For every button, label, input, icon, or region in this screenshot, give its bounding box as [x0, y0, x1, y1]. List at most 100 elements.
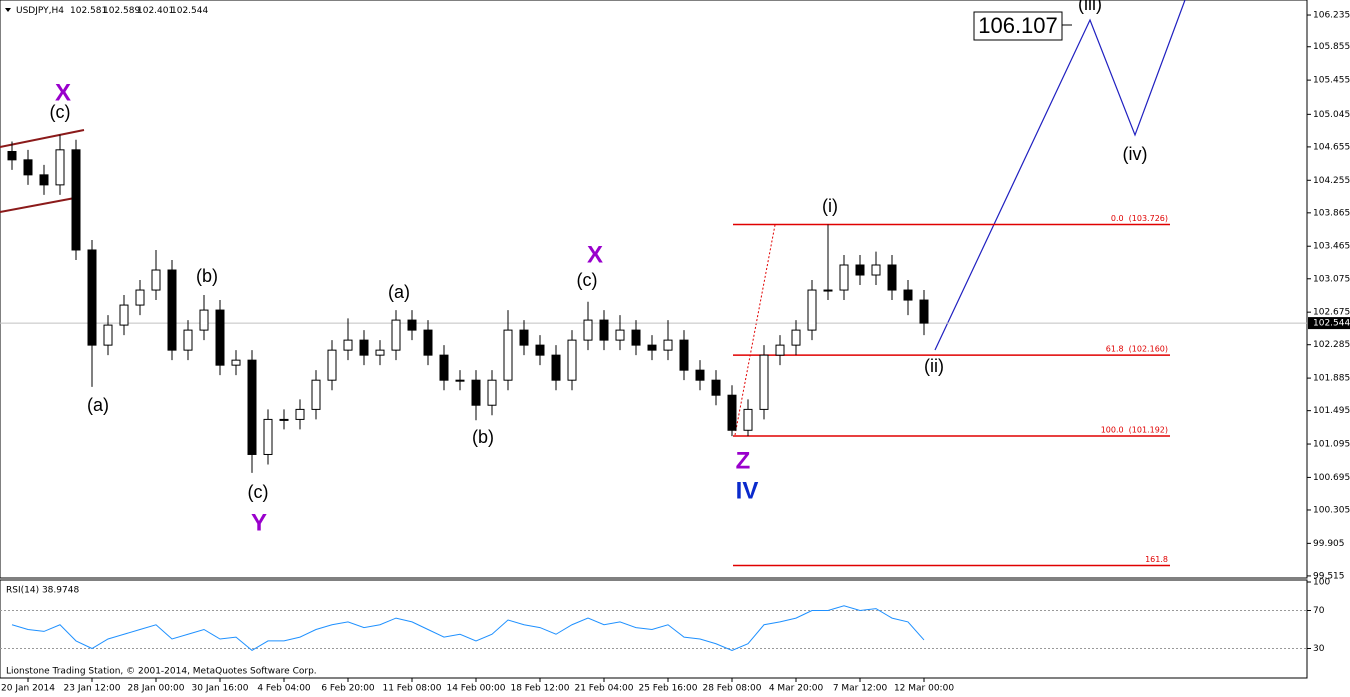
candle-body [391, 319, 401, 351]
y-tick-label: 102.285 [1313, 340, 1350, 350]
x-tick-label: 18 Feb 12:00 [510, 684, 569, 694]
y-tick-label: 106.235 [1313, 11, 1350, 21]
wave-label: (b) [196, 266, 218, 286]
wave-label: (ii) [924, 356, 944, 376]
candle-body [711, 379, 721, 396]
candle-body [455, 379, 465, 382]
rsi-title: RSI(14) 38.9748 [6, 586, 79, 596]
channel-line [0, 196, 81, 213]
x-tick-label: 30 Jan 16:00 [192, 684, 249, 694]
candle-body [199, 309, 209, 331]
x-tick-label: 28 Jan 00:00 [128, 684, 185, 694]
wave-label: (iii) [1078, 0, 1102, 14]
y-tick-label: 103.075 [1313, 274, 1350, 284]
candle-body [55, 149, 65, 186]
projection-line [934, 0, 1186, 351]
candle-body [727, 394, 737, 431]
fib-label: 61.8 (102.160) [1106, 345, 1168, 354]
candle-body [535, 344, 545, 356]
candle-body [807, 289, 817, 331]
candle-body [327, 349, 337, 381]
y-tick-label: 103.465 [1313, 242, 1350, 252]
candle-body [119, 304, 129, 326]
candle-body [39, 174, 49, 186]
target-box [973, 11, 1063, 41]
wave-label: (i) [822, 196, 838, 216]
wave-label: (c) [50, 102, 71, 122]
candle-body [151, 269, 161, 291]
candle-body [775, 344, 785, 356]
y-tick-label: 100.305 [1313, 505, 1350, 515]
candle-body [343, 339, 353, 351]
candle-body [439, 354, 449, 381]
candle-body [519, 329, 529, 346]
candle-body [471, 379, 481, 406]
y-tick-label: 105.455 [1313, 76, 1350, 86]
y-tick-label: 102.675 [1313, 308, 1350, 318]
candle-body [71, 149, 81, 251]
wave-label: Y [251, 509, 267, 536]
y-tick-label: 104.255 [1313, 176, 1350, 186]
candle-body [631, 329, 641, 346]
y-tick-label: 105.855 [1313, 42, 1350, 52]
y-tick-label: 101.885 [1313, 374, 1350, 384]
candle-body [263, 418, 273, 455]
rsi-line [11, 605, 925, 652]
candle-body [855, 264, 865, 276]
candle-body [647, 344, 657, 351]
last-price-label: 102.544 [1313, 319, 1350, 329]
candle-body [679, 339, 689, 371]
candle-body [695, 369, 705, 381]
y-tick-label: 70 [1313, 606, 1325, 616]
wave-label: (a) [388, 282, 410, 302]
candle-body [231, 359, 241, 366]
candle-body [7, 150, 17, 161]
x-tick-label: 7 Mar 12:00 [833, 684, 888, 694]
candle-body [311, 379, 321, 410]
x-tick-label: 4 Feb 04:00 [257, 684, 311, 694]
candle-body [87, 249, 97, 346]
wave-label: (c) [248, 482, 269, 502]
wave-label: (a) [87, 395, 109, 415]
candle-body [599, 319, 609, 341]
wave-label: (b) [472, 427, 494, 447]
x-tick-label: 6 Feb 20:00 [321, 684, 375, 694]
x-tick-label: 11 Feb 08:00 [382, 684, 441, 694]
candle-body [567, 339, 577, 381]
y-tick-label: 30 [1313, 644, 1325, 654]
wave-label: X [55, 79, 71, 106]
last-price-box [1308, 317, 1350, 330]
y-tick-label: 105.045 [1313, 110, 1350, 120]
wave-label: (c) [577, 270, 598, 290]
footer: Lionstone Trading Station, © 2001-2014, … [6, 667, 317, 677]
candle-body [823, 289, 833, 292]
x-tick-label: 28 Feb 08:00 [702, 684, 761, 694]
y-tick-label: 99.905 [1313, 539, 1345, 549]
x-tick-label: 4 Mar 20:00 [769, 684, 824, 694]
candle-body [919, 299, 929, 324]
candle-body [759, 354, 769, 410]
candle-body [247, 359, 257, 455]
candle-body [23, 159, 33, 176]
y-tick-label: 104.655 [1313, 142, 1350, 152]
x-tick-label: 23 Jan 12:00 [64, 684, 121, 694]
wave-label: IV [736, 477, 759, 504]
candle-body [903, 289, 913, 301]
wave-label: (iv) [1123, 144, 1148, 164]
candle-body [871, 264, 881, 276]
candle-body [663, 339, 673, 351]
y-tick-label: 100.695 [1313, 473, 1350, 483]
candle-body [215, 309, 225, 366]
candle-body [359, 339, 369, 356]
y-tick-label: 100 [1313, 578, 1330, 588]
x-tick-label: 14 Feb 00:00 [446, 684, 505, 694]
candle-body [791, 329, 801, 346]
y-tick-label: 101.095 [1313, 440, 1350, 450]
candle-body [183, 329, 193, 351]
candle-body [407, 319, 417, 331]
y-tick-label: 103.865 [1313, 208, 1350, 218]
x-tick-label: 20 Jan 2014 [1, 684, 55, 694]
candle-body [135, 289, 145, 306]
x-tick-label: 12 Mar 00:00 [894, 684, 954, 694]
